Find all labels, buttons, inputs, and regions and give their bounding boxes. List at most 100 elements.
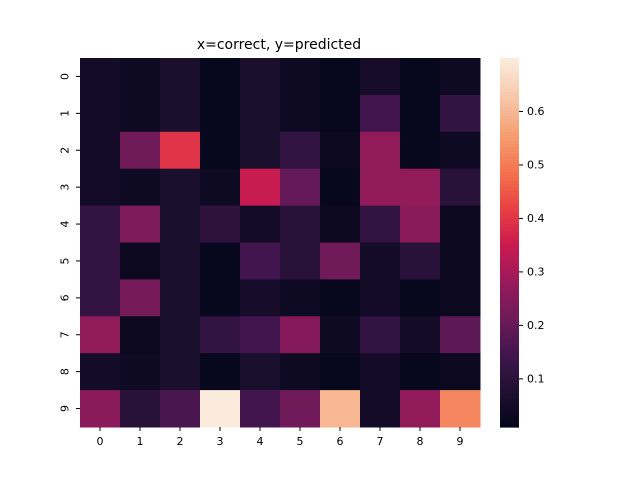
y-tick-label: 8: [59, 368, 72, 375]
heatmap-cell-2-4: [240, 131, 281, 170]
colorbar-segment: [500, 58, 519, 62]
colorbar-segment: [500, 150, 519, 154]
colorbar-segment: [500, 94, 519, 99]
colorbar-segment: [500, 214, 519, 219]
colorbar-segment: [500, 331, 519, 336]
heatmap-cell-5-2: [160, 242, 201, 280]
heatmap-cell-0-5: [280, 58, 321, 96]
heatmap-cell-9-5: [280, 390, 321, 428]
heatmap-cell-0-3: [200, 58, 241, 96]
y-tick-label: 1: [59, 110, 72, 117]
y-tick-label: 3: [59, 184, 72, 191]
heatmap-cell-3-6: [320, 168, 361, 207]
heatmap-cell-7-0: [80, 316, 121, 354]
y-tick-label: 5: [59, 257, 72, 264]
colorbar-segment: [500, 310, 519, 314]
heatmap-cell-3-7: [360, 168, 401, 207]
x-tick-label: 0: [97, 435, 104, 448]
heatmap-cell-7-9: [440, 316, 481, 354]
colorbar-segment: [500, 113, 519, 118]
heatmap-cell-1-8: [400, 94, 441, 133]
heatmap-cell-1-2: [160, 94, 201, 133]
colorbar-segment: [500, 242, 519, 247]
heatmap-cell-1-3: [200, 94, 241, 133]
heatmap-cell-9-8: [400, 390, 441, 428]
heatmap-cell-3-0: [80, 168, 121, 207]
heatmap-cell-1-1: [120, 94, 161, 133]
colorbar-segment: [500, 300, 519, 305]
colorbar-tick-label: 0.4: [527, 212, 545, 225]
heatmap-cell-6-8: [400, 279, 441, 317]
colorbar-segment: [500, 337, 519, 342]
colorbar-segment: [500, 319, 519, 324]
colorbar-segment: [500, 288, 519, 293]
colorbar-segment: [500, 177, 519, 182]
colorbar-segment: [500, 356, 519, 360]
heatmap-cell-9-6: [320, 390, 361, 428]
colorbar-segment: [500, 88, 519, 93]
colorbar-segment: [500, 377, 519, 382]
y-axis-ticks: 0 1 2 3 4 5 6 7 8 9: [59, 73, 80, 412]
heatmap-cell-1-5: [280, 94, 321, 133]
x-tick-label: 6: [337, 435, 344, 448]
colorbar-segment: [500, 350, 519, 354]
colorbar-segment: [500, 254, 519, 259]
heatmap-cell-6-3: [200, 279, 241, 317]
colorbar-segment: [500, 368, 519, 373]
colorbar-segment: [500, 128, 519, 133]
colorbar-segment: [500, 279, 519, 284]
heatmap-cell-4-2: [160, 205, 201, 243]
colorbar-segment: [500, 67, 519, 71]
colorbar-segment: [500, 82, 519, 87]
colorbar-segment: [500, 374, 519, 379]
colorbar-segment: [500, 171, 519, 176]
heatmap-cell-8-2: [160, 353, 201, 391]
colorbar-segment: [500, 322, 519, 327]
colorbar-segment: [500, 353, 519, 357]
colorbar-segment: [500, 144, 519, 148]
heatmap-cell-8-1: [120, 353, 161, 391]
colorbar-segment: [500, 153, 519, 157]
heatmap-cell-4-8: [400, 205, 441, 243]
heatmap-cell-3-2: [160, 168, 201, 207]
heatmap-cell-3-3: [200, 168, 241, 207]
colorbar-segment: [500, 359, 519, 364]
colorbar-segment: [500, 414, 519, 419]
colorbar-segment: [500, 156, 519, 161]
colorbar-segment: [500, 307, 519, 311]
colorbar-segment: [500, 405, 519, 410]
colorbar-segment: [500, 420, 519, 425]
heatmap-cell-0-4: [240, 58, 281, 96]
y-tick-label: 7: [59, 331, 72, 338]
colorbar-segment: [500, 313, 519, 317]
heatmap-cell-0-7: [360, 58, 401, 96]
heatmap-cell-7-6: [320, 316, 361, 354]
heatmap-cell-8-8: [400, 353, 441, 391]
colorbar-segment: [500, 340, 519, 345]
colorbar-segment: [500, 270, 519, 274]
colorbar-segment: [500, 131, 519, 136]
colorbar-segment: [500, 110, 519, 114]
x-tick-label: 9: [457, 435, 464, 448]
colorbar-segment: [500, 174, 519, 179]
heatmap-cells: [80, 58, 481, 428]
x-axis-ticks: 0 1 2 3 4 5 6 7 8 9: [97, 427, 464, 448]
heatmap-cell-5-6: [320, 242, 361, 280]
colorbar-segment: [500, 316, 519, 320]
colorbar-segment: [500, 264, 519, 268]
heatmap-cell-5-5: [280, 242, 321, 280]
x-tick-label: 2: [177, 435, 184, 448]
colorbar-segment: [500, 260, 519, 265]
colorbar-segment: [500, 387, 519, 391]
colorbar-segment: [500, 396, 519, 400]
heatmap-cell-2-1: [120, 131, 161, 170]
colorbar-segment: [500, 220, 519, 225]
colorbar-segment: [500, 383, 519, 388]
heatmap-cell-6-6: [320, 279, 361, 317]
heatmap-cell-6-4: [240, 279, 281, 317]
heatmap-cell-2-3: [200, 131, 241, 170]
colorbar-segment: [500, 208, 519, 213]
colorbar-segment: [500, 245, 519, 250]
colorbar-segment: [500, 408, 519, 413]
y-tick-label: 4: [59, 221, 72, 228]
